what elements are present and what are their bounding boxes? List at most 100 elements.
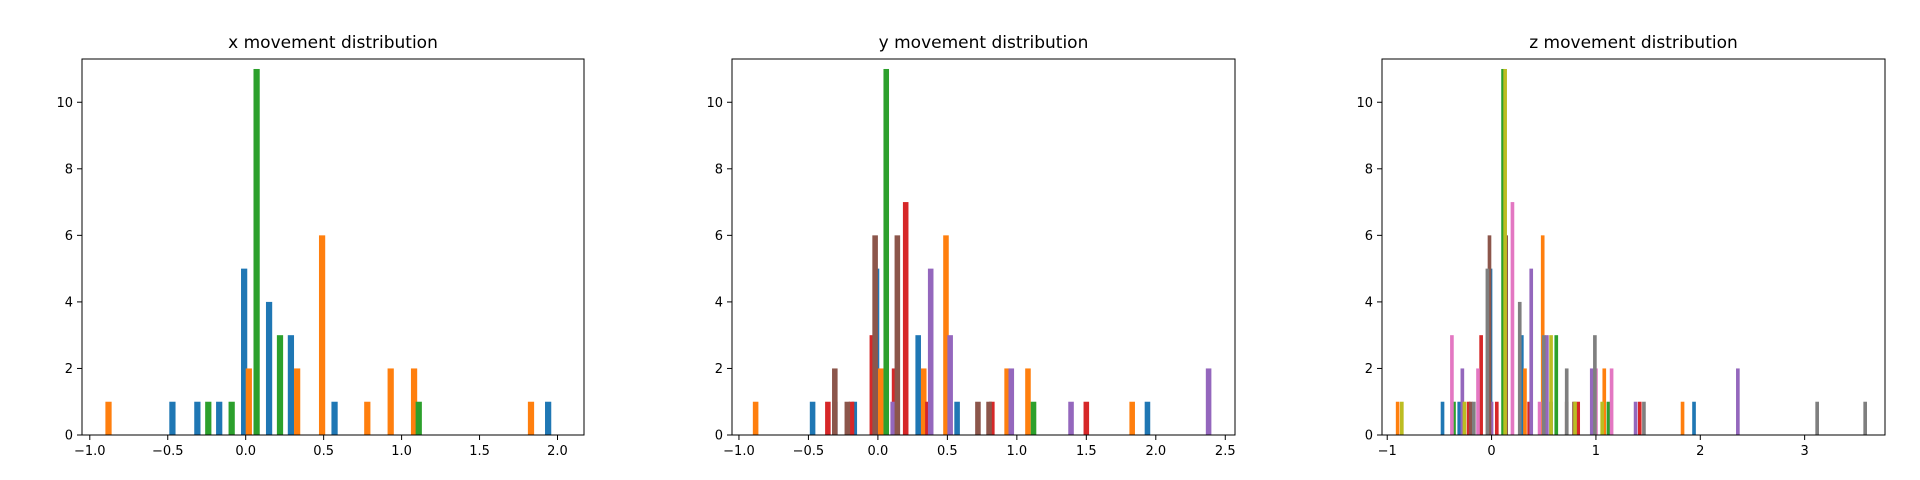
y-movement-series-3-bar [848,401,855,435]
y-movement-series-4-bar [1008,368,1015,435]
z-movement-x-ticks: −1 0 1 2 3 [1378,435,1809,459]
z-movement-series-7-bar [1564,368,1569,435]
y-movement-series-0-bar [1144,401,1151,435]
z-movement-x-tick-label: −1 [1378,444,1397,459]
y-movement-x-ticks: −1.0 −0.5 0.0 0.5 1.0 1.5 2.0 2.5 [723,435,1236,459]
z-movement-series-0-bar [1440,401,1445,435]
x-movement-series-0-bar [287,335,295,435]
z-movement-series-4-bar [1460,368,1465,435]
x-movement-panel: x movement distribution −1.0 −0.5 0.0 0.5 1.… [56,33,585,459]
z-movement-y-tick-label: 2 [1365,362,1373,377]
z-movement-x-tick-label: 1 [1592,444,1600,459]
z-movement-series-3-bar [1466,401,1471,435]
y-movement-y-tick-label: 8 [715,162,723,177]
y-movement-y-tick-label: 0 [715,429,723,444]
y-movement-series-5-bar [894,235,901,435]
x-movement-y-tick-label: 10 [56,96,73,111]
x-movement-x-tick-label: 2.0 [547,444,568,459]
x-movement-y-ticks: 0 2 4 6 8 10 [56,96,82,444]
z-movement-x-tick-label: 0 [1487,444,1495,459]
x-movement-bars [105,68,552,435]
y-movement-series-2-bar [1030,401,1037,435]
z-movement-series-7-bar [1485,268,1490,435]
z-movement-y-tick-label: 6 [1365,229,1373,244]
x-movement-x-tick-label: −1.0 [74,444,106,459]
z-movement-series-5-bar [1487,235,1492,435]
y-movement-series-3-bar [869,335,876,435]
z-movement-series-6-bar [1537,401,1542,435]
x-movement-series-1-bar [294,368,301,435]
z-movement-series-8-bar [1549,335,1553,435]
y-movement-series-3-bar [825,401,831,435]
z-movement-series-6-bar [1476,368,1480,435]
z-movement-series-2-bar [1554,335,1559,435]
z-movement-axes-frame [1381,58,1886,436]
z-movement-series-7-bar [1541,335,1546,435]
x-movement-x-ticks: −1.0 −0.5 0.0 0.5 1.0 1.5 2.0 [74,435,568,459]
z-movement-series-1-bar [1680,401,1685,435]
z-movement-series-7-bar [1593,335,1597,435]
y-movement-chart-title: y movement distribution [879,33,1089,53]
y-movement-x-tick-label: 1.0 [1007,444,1028,459]
y-movement-x-tick-label: 2.0 [1145,444,1166,459]
x-movement-series-2-bar [228,401,235,435]
y-movement-series-1-bar [920,368,927,435]
x-movement-x-tick-label: 1.5 [469,444,490,459]
y-movement-axes-frame [731,58,1236,436]
z-movement-x-tick-label: 3 [1801,444,1809,459]
y-movement-series-4-bar [1068,401,1074,435]
y-movement-series-5-bar [844,401,851,435]
y-movement-series-5-bar [986,401,992,435]
y-movement-x-tick-label: 1.5 [1076,444,1097,459]
z-movement-series-4-bar [1736,368,1740,435]
z-movement-series-2-bar [1452,401,1456,435]
z-movement-series-0-bar [1457,401,1462,435]
z-movement-series-7-bar [1815,401,1819,435]
z-movement-bars [1395,68,1867,435]
x-movement-axes-frame [81,58,585,436]
z-movement-series-8-bar [1573,401,1577,435]
y-movement-y-tick-label: 2 [715,362,723,377]
x-movement-series-0-bar [265,301,273,435]
y-movement-panel: y movement distribution −1.0 −0.5 0.0 0.5 1.… [706,33,1235,459]
z-movement-series-3-bar [1576,401,1581,435]
x-movement-series-2-bar [276,335,284,435]
x-movement-series-0-bar [169,401,176,435]
x-movement-x-tick-label: −0.5 [152,444,184,459]
z-movement-y-tick-label: 0 [1365,429,1373,444]
y-movement-x-tick-label: −0.5 [793,444,825,459]
z-movement-x-tick-label: 2 [1696,444,1704,459]
x-movement-series-0-bar [216,401,223,435]
x-movement-y-tick-label: 0 [65,429,73,444]
y-movement-series-0-bar [954,401,960,435]
z-movement-series-6-bar [1609,368,1614,435]
x-movement-y-tick-label: 4 [65,295,73,310]
x-movement-x-tick-label: 0.5 [313,444,334,459]
x-movement-series-1-bar [387,368,394,435]
x-movement-series-0-bar [241,268,248,435]
z-movement-series-3-bar [1527,401,1531,435]
x-movement-y-tick-label: 8 [65,162,73,177]
z-movement-y-ticks: 0 2 4 6 8 10 [1356,96,1382,444]
z-movement-series-2-bar [1501,68,1505,435]
z-movement-panel: z movement distribution −1 0 1 2 3 0 2 4 6 8 10 [1356,33,1886,459]
y-movement-x-tick-label: 2.5 [1215,444,1236,459]
x-movement-series-1-bar [527,401,535,435]
z-movement-series-1-bar [1395,401,1400,435]
y-movement-series-4-bar [1205,368,1212,435]
x-movement-chart-title: x movement distribution [228,33,438,53]
z-movement-series-8-bar [1462,401,1467,435]
y-movement-y-tick-label: 10 [706,96,723,111]
z-movement-series-2-bar [1606,401,1611,435]
x-movement-series-1-bar [318,235,326,435]
y-movement-series-5-bar [975,401,981,435]
z-movement-series-8-bar [1503,68,1507,435]
y-movement-y-tick-label: 6 [715,229,723,244]
z-movement-series-4-bar [1529,268,1534,435]
x-movement-series-0-bar [331,401,338,435]
x-movement-series-2-bar [415,401,422,435]
x-movement-y-tick-label: 2 [65,362,73,377]
z-movement-series-0-bar [1520,335,1524,435]
z-movement-series-1-bar [1523,368,1527,435]
y-movement-x-tick-label: 0.0 [868,444,889,459]
